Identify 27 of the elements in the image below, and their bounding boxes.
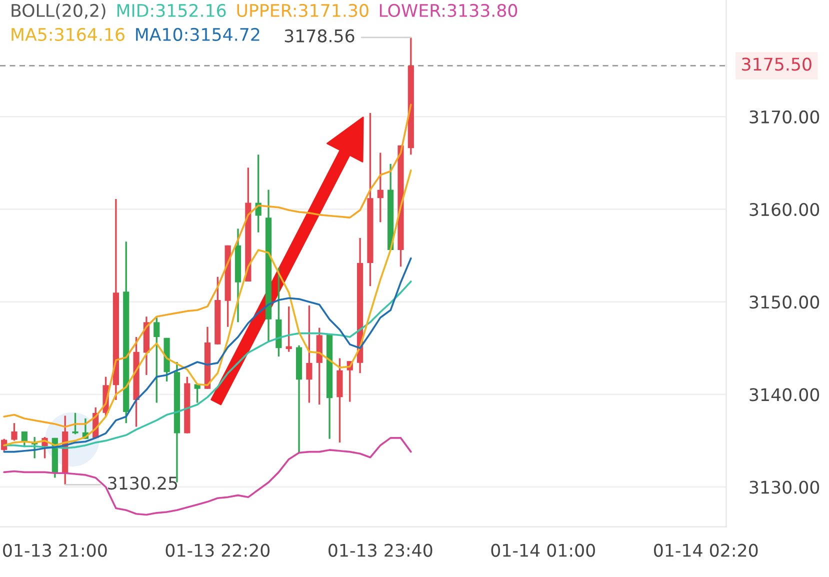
y-tick-label: 3160.00 xyxy=(750,202,820,216)
annotation: 3178.56 xyxy=(284,29,354,42)
annotation: 3130.25 xyxy=(108,476,178,490)
x-tick-label: 01-13 23:40 xyxy=(328,544,432,557)
line-series xyxy=(3,169,412,446)
text: MA5:3164.16 xyxy=(12,28,124,42)
text: MID:3152.16 xyxy=(117,4,226,18)
y-tick-label: 3170.00 xyxy=(750,110,820,124)
y-tick-label: 3140.00 xyxy=(750,388,820,402)
candlestick xyxy=(377,152,384,224)
text: UPPER:3171.30 xyxy=(237,4,368,18)
candlestick xyxy=(72,412,78,436)
candlestick xyxy=(306,304,312,404)
line-series xyxy=(3,437,412,516)
x-tick-label: 01-13 22:20 xyxy=(166,544,270,557)
line-series xyxy=(3,104,412,428)
ref-line-label: 3175.50 xyxy=(742,58,812,71)
legend-title: BOLL(20,2) xyxy=(12,4,106,20)
x-tick-label: 01-14 02:20 xyxy=(654,544,758,557)
text: MA10:3154.72 xyxy=(136,28,260,42)
x-tick-label: 01-14 01:00 xyxy=(491,544,595,557)
y-tick-label: 3150.00 xyxy=(750,296,820,309)
x-tick-label: 01-13 21:00 xyxy=(3,544,107,557)
text: LOWER:3133.80 xyxy=(380,4,518,18)
y-tick-label: 3130.00 xyxy=(750,480,820,494)
candlestick xyxy=(154,316,160,404)
candlestick xyxy=(11,422,18,442)
